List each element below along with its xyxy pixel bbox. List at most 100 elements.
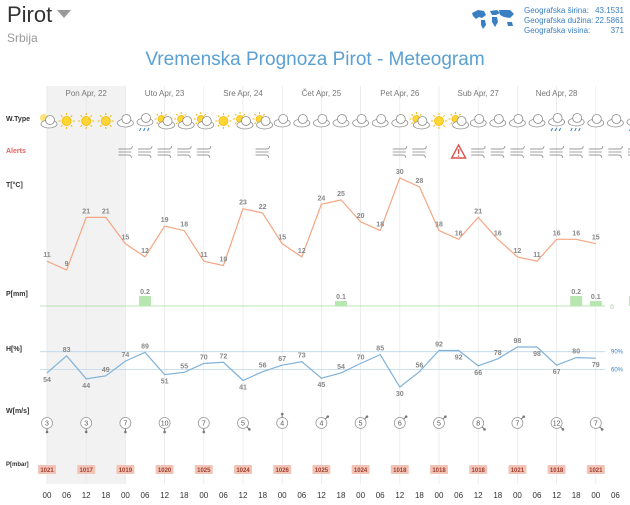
- wind-indicator: 5: [433, 415, 447, 429]
- hour-label: 06: [376, 491, 385, 500]
- row-label-humidity: H[%]: [6, 346, 22, 353]
- wind-circle: [550, 417, 563, 429]
- sun-ray: [450, 113, 453, 116]
- humidity-label: 70: [200, 354, 208, 361]
- sun-ray: [254, 113, 257, 116]
- sun-ray: [195, 122, 198, 125]
- wind-circle: [589, 417, 602, 429]
- weather-icon-moon-cloud: [40, 114, 58, 129]
- longitude-label: Geografska dužina:: [524, 16, 594, 25]
- row-label-weather: W.Type: [6, 116, 30, 123]
- temperature-label: 21: [102, 208, 110, 215]
- weather-icon-cloud: [587, 114, 605, 128]
- wind-alert-icon: [608, 145, 623, 159]
- wind-stroke: [471, 154, 485, 159]
- sun-ray: [419, 113, 422, 116]
- city-name[interactable]: Pirot: [7, 2, 53, 27]
- pressure-badge: [547, 465, 566, 474]
- wind-stroke: [588, 145, 604, 150]
- wind-stroke: [549, 145, 565, 150]
- country-name: Srbija: [7, 31, 38, 45]
- wind-stroke: [412, 145, 427, 150]
- precipitation-label: 0.2: [140, 289, 150, 296]
- hour-label: 06: [219, 491, 228, 500]
- humidity-label: 41: [239, 385, 247, 392]
- wind-indicator: 7: [197, 417, 210, 434]
- temperature-label: 15: [592, 235, 600, 242]
- wind-stroke: [608, 145, 623, 150]
- wind-speed-label: 4: [280, 421, 284, 428]
- pressure-badge: [38, 465, 56, 474]
- cloud-shape: [337, 114, 347, 124]
- humidity-reference-label: 60%: [611, 367, 624, 373]
- cloud-shape: [513, 114, 524, 124]
- wind-arrow-tip: [163, 430, 166, 434]
- wind-circle: [315, 417, 328, 429]
- sun-ray: [175, 113, 179, 116]
- wind-alert-icon: [530, 145, 545, 159]
- wind-speed-label: 7: [202, 421, 206, 428]
- sun-ray: [90, 114, 93, 118]
- hour-label: 18: [493, 491, 502, 500]
- temperature-label: 10: [220, 257, 228, 264]
- humidity-label: 56: [259, 363, 267, 370]
- wind-arrow-tip: [444, 415, 447, 418]
- hour-label: 18: [572, 491, 581, 500]
- wind-arrow-tip: [483, 428, 486, 431]
- weather-icon-cloud: [371, 114, 389, 128]
- sun-ray: [442, 114, 446, 118]
- geo-info: Geografska širina: 43.1531 Geografska duž…: [524, 6, 624, 36]
- weather-icon-cloud: [469, 114, 487, 128]
- hour-label: 18: [415, 491, 424, 500]
- cloud-shape: [201, 116, 212, 126]
- cloud-shape: [493, 114, 504, 124]
- wind-stroke: [138, 145, 153, 150]
- cloud-shape: [474, 114, 485, 124]
- humidity-label: 30: [396, 391, 404, 398]
- humidity-label: 49: [102, 367, 110, 374]
- wind-circle: [511, 417, 524, 429]
- chevron-down-icon[interactable]: [57, 10, 71, 18]
- wind-alert-icon: [177, 145, 192, 159]
- pressure-badge: [194, 465, 213, 474]
- wind-indicator: 4: [315, 415, 330, 429]
- weather-icon-cloud-rain: [567, 113, 585, 132]
- humidity-label: 89: [141, 343, 149, 350]
- wind-circle: [433, 417, 445, 429]
- temperature-label: 16: [572, 230, 580, 237]
- latitude-value: 43.1531: [595, 6, 624, 15]
- wind-stroke: [177, 145, 192, 150]
- wind-arrow-tip: [365, 415, 369, 418]
- altitude-value: 371: [610, 26, 624, 35]
- temperature-label: 20: [357, 213, 365, 220]
- weather-icon-cloud-rain: [548, 113, 565, 132]
- sun-ray: [60, 114, 63, 118]
- rain-drop: [143, 127, 146, 132]
- cloud-shape: [141, 113, 151, 123]
- humidity-label: 98: [514, 338, 522, 345]
- wind-stroke: [177, 154, 191, 159]
- weather-icon-sun-cloud: [154, 112, 176, 130]
- rain-drop: [554, 127, 558, 132]
- precipitation-bar: [570, 296, 583, 306]
- hour-label: 00: [43, 491, 52, 500]
- pressure-label: 1018: [550, 468, 564, 474]
- wind-indicator: 12: [550, 417, 565, 431]
- hour-label: 12: [552, 491, 561, 500]
- wind-stroke: [490, 145, 506, 150]
- wind-circle: [237, 417, 249, 429]
- temperature-label: 24: [318, 195, 326, 202]
- wind-speed-label: 5: [437, 421, 441, 428]
- weather-icon-sun-cloud: [409, 112, 430, 130]
- pressure-label: 1024: [236, 468, 250, 474]
- altitude-label: Geografska visina:: [524, 26, 591, 35]
- temperature-label: 23: [239, 200, 247, 207]
- wind-alert-icon: [510, 145, 525, 159]
- wind-alert-icon: [138, 145, 153, 159]
- wind-stroke: [118, 145, 133, 150]
- wind-arrow-tip: [84, 430, 88, 434]
- pressure-label: 1017: [80, 468, 94, 474]
- pressure-badge: [273, 465, 292, 474]
- temperature-label: 16: [455, 230, 463, 237]
- precipitation-bar: [335, 301, 347, 306]
